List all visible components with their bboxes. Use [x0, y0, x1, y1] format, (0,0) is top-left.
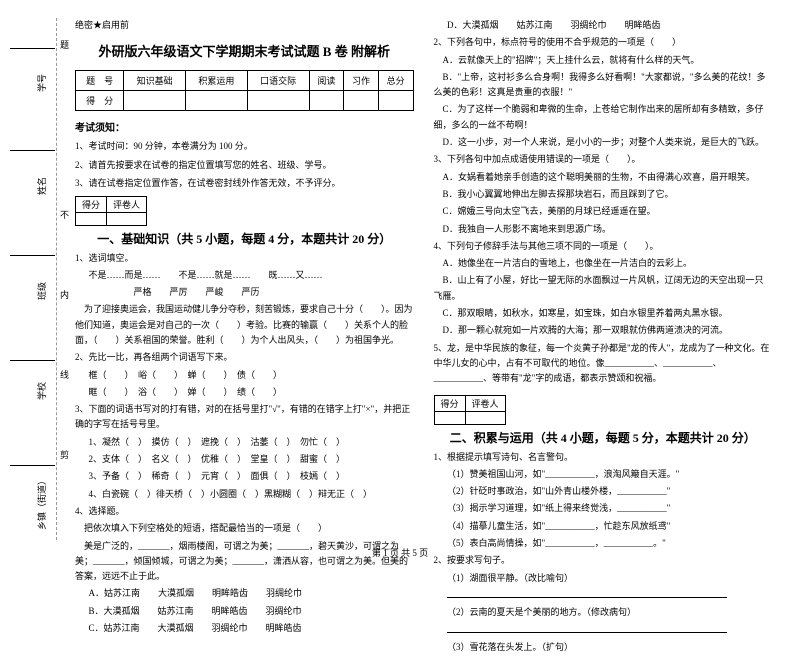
underline: [10, 255, 55, 256]
answer-line: [434, 623, 773, 638]
r1d: D．这一小步，对一个人来说，是小小的一步；对整个人类来说，是巨大的飞跃。: [434, 135, 773, 150]
char-cut: 剪: [58, 450, 71, 459]
r2: 3、下列各句中加点成语使用错误的一项是（ ）。: [434, 152, 773, 167]
label-school: 学校: [35, 382, 48, 400]
secret-mark: 绝密★启用前: [75, 18, 414, 31]
marker-box: 得分评卷人: [434, 395, 506, 425]
underline: [10, 48, 55, 49]
r2a: A．女娲看着她亲手创造的这个聪明美丽的生物，不由得满心欢喜，眉开眼笑。: [434, 170, 773, 185]
section-1-title: 一、基础知识（共 5 小题，每题 4 分，本题共计 20 分）: [75, 230, 414, 247]
q3-line: 2、支体（ ） 名义（ ） 优稚（ ） 堂皇（ ） 甜蜜（ ）: [75, 452, 414, 467]
q2-line: 框（ ） 峪（ ） 蝉（ ） 债（ ）: [75, 368, 414, 383]
q1-text: 为了迎接奥运会，我国运动健儿争分夺秒，刻苦锻炼，要求自己十分（ ）。因为他们知道…: [75, 302, 414, 348]
q3-line: 3、予备（ ） 稀奇（ ） 元宵（ ） 面俱（ ） 枝嫣（ ）: [75, 469, 414, 484]
s2a: （1）湖面很平静。（改比喻句）: [434, 571, 773, 586]
right-column: D．大漠孤烟 姑苏江南 羽绸纶巾 明眸皓齿 2、下列各句中，标点符号的使用不合乎…: [434, 18, 773, 657]
q4-opt-b: B．大漠孤烟 姑苏江南 明眸皓齿 羽绸纶巾: [75, 604, 414, 619]
label-name: 姓名: [35, 177, 48, 195]
q1: 1、选词填空。: [75, 251, 414, 266]
s1b: （2）针砭时事政治，如"山外青山楼外楼，___________": [434, 484, 773, 499]
r1a: A．云就像天上的"招牌"；天上挂什么云，就将有什么样的天气。: [434, 53, 773, 68]
left-column: 绝密★启用前 外研版六年级语文下学期期末考试试题 B 卷 附解析 题 号知识基础…: [75, 18, 414, 657]
r2b: B．我小心翼翼地伸出左脚去探那块岩石，而且踩到了它。: [434, 187, 773, 202]
q4-opt-d: D．大漠孤烟 姑苏江南 羽绸纶巾 明眸皓齿: [434, 18, 773, 33]
r2d: D．我独自一人形影不离地来到思源广场。: [434, 222, 773, 237]
notice-header: 考试须知：: [75, 119, 414, 134]
r3c: C．那双眼睛，如秋水，如寒星，如宝珠，如白水银里养着两丸黑水银。: [434, 306, 773, 321]
s1a: （1）赞美祖国山河，如"___________，浪淘风簸自天涯。": [434, 467, 773, 482]
q4-opt-c: C．姑苏江南 大漠孤烟 羽绸纶巾 明眸皓齿: [75, 621, 414, 636]
q1-line: 严格 严厉 严峻 严历: [75, 285, 414, 300]
r1: 2、下列各句中，标点符号的使用不合乎规范的一项是（ ）: [434, 35, 773, 50]
char-no: 不: [58, 210, 71, 219]
answer-line: [434, 588, 773, 603]
label-class: 班级: [35, 282, 48, 300]
s2b: （2）云南的夏天是个美丽的地方。（修改病句）: [434, 605, 773, 620]
q4-opt-a: A．姑苏江南 大漠孤烟 明眸皓齿 羽绸纶巾: [75, 586, 414, 601]
r1c: C．为了这样一个脆弱和卑微的生命，上苍给它制作出来的居所却有多精致，多仔细，多么…: [434, 102, 773, 133]
label-township: 乡镇（街道）: [35, 476, 48, 530]
char-line: 线: [58, 370, 71, 379]
r3a: A．她像坐在一片洁白的雪地上，也像坐在一片洁白的云彩上。: [434, 256, 773, 271]
exam-title: 外研版六年级语文下学期期末考试试题 B 卷 附解析: [75, 41, 414, 60]
r3: 4、下列句子修辞手法与其他三项不同的一项是（ ）。: [434, 239, 773, 254]
q3-line: 1、凝然（ ） 摸仿（ ） 遮挽（ ） 沽萎（ ） 勿忙（ ）: [75, 435, 414, 450]
s1c: （3）揭示学习道理，如"纸上得来终觉浅，___________": [434, 501, 773, 516]
score-table: 题 号知识基础积累运用口语交际阅读习作总分 得 分: [75, 70, 414, 111]
r3d: D．那一颗心就宛如一片欢腾的大海；那一双眼就仿佛两道溃决的河流。: [434, 323, 773, 338]
label-id: 学号: [35, 74, 48, 92]
underline: [10, 465, 55, 466]
notice-3: 3、请在试卷指定位置作答，在试卷密封线外作答无效，不予评分。: [75, 177, 414, 191]
r1b: B．"上帝，这衬衫多么合身啊！我得多么好看啊！"大家都说，"多么美的花纹！多么美…: [434, 70, 773, 101]
q4: 4、选择题。: [75, 504, 414, 519]
r3b: B．山上有了小屋，好比一望无际的水面飘过一片风帆，辽阔无边的天空出现一只飞雁。: [434, 273, 773, 304]
q3: 3、下面的词语书写对的打有错，对的在括号里打"√"，有错的在错字上打"×"，并把…: [75, 402, 414, 433]
r2c: C．嫦娥三号向太空飞去，美丽的月球已经遥遥在望。: [434, 204, 773, 219]
notice-1: 1、考试时间：90 分钟，本卷满分为 100 分。: [75, 140, 414, 154]
q2-line: 眶（ ） 浴（ ） 婵（ ） 绩（ ）: [75, 385, 414, 400]
q1-line: 不是……而是…… 不是……就是…… 既……又……: [75, 268, 414, 283]
q4-line: 把依次填入下列空格处的短语，搭配最恰当的一项是（ ）: [75, 521, 414, 536]
underline: [10, 360, 55, 361]
q3-line: 4、白瓷碗（ ）徘天桥（ ）小圆圈（ ）黑糊糊（ ）辩无正（ ）: [75, 487, 414, 502]
notice-2: 2、请首先按要求在试卷的指定位置填写您的姓名、班级、学号。: [75, 159, 414, 173]
s1: 1、根据提示填写诗句、名言警句。: [434, 450, 773, 465]
marker-box: 得分评卷人: [75, 196, 147, 226]
char-inner: 内: [58, 290, 71, 299]
s1d: （4）描摹儿童生活，如"___________，忙趁东风放纸鸢": [434, 519, 773, 534]
page-footer: 第 1 页 共 5 页: [0, 546, 800, 559]
underline: [10, 150, 55, 151]
q2: 2、先比一比，再各组两个词语写下来。: [75, 350, 414, 365]
section-2-title: 二、积累与运用（共 4 小题，每题 5 分，本题共计 20 分）: [434, 429, 773, 446]
s2c: （3）雪花落在头发上。（扩句）: [434, 640, 773, 655]
r4: 5、龙，是中华民族的象征，每一个炎黄子孙都是"龙的传人"，龙成为了一种文化。在中…: [434, 341, 773, 387]
char-ans: 题: [58, 40, 71, 49]
